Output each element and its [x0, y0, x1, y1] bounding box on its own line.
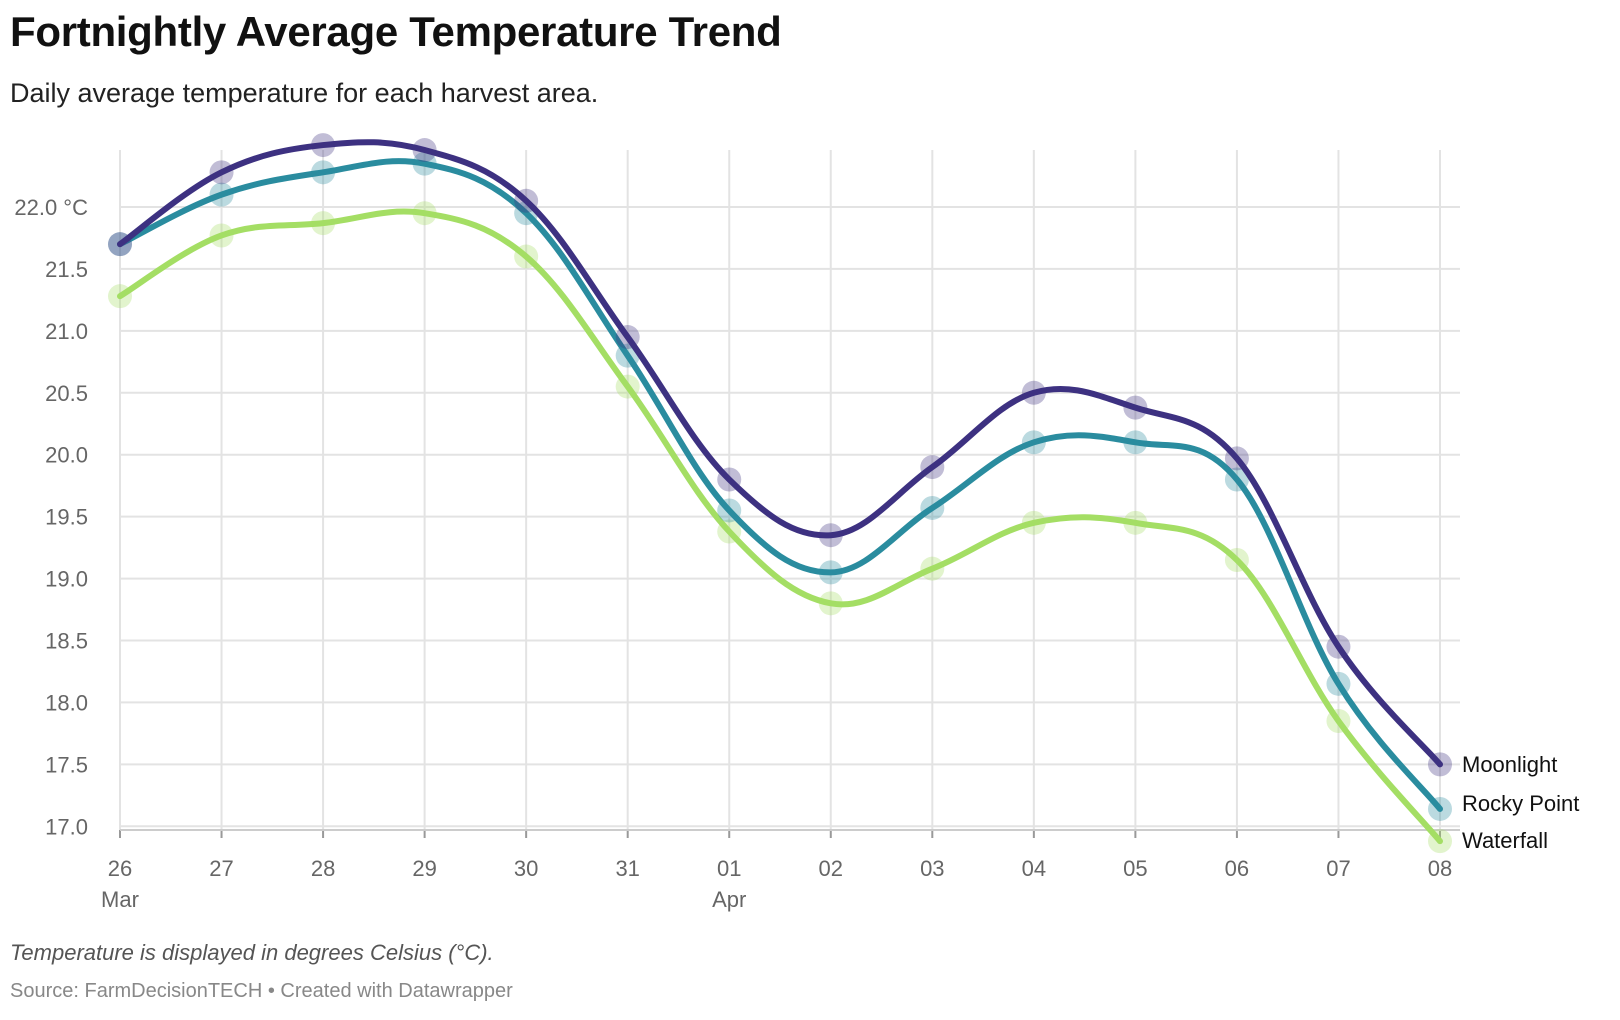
x-tick-label: 02 [819, 856, 843, 881]
x-tick-label: 27 [209, 856, 233, 881]
source-credit[interactable]: Created with Datawrapper [280, 980, 513, 1002]
chart-source: Source: FarmDecisionTECH • Created with … [10, 980, 513, 1003]
y-tick-label: 19.5 [45, 505, 88, 530]
y-tick-label: 17.5 [45, 752, 88, 777]
y-tick-label: 22.0 °C [14, 195, 88, 220]
source-name[interactable]: FarmDecisionTECH [84, 980, 263, 1002]
x-tick-label: 03 [920, 856, 944, 881]
x-tick-label: 08 [1428, 856, 1452, 881]
x-tick-label: 01 [717, 856, 741, 881]
x-tick-label: 06 [1225, 856, 1249, 881]
y-tick-label: 21.5 [45, 257, 88, 282]
series-waterfall [108, 201, 1452, 854]
series-rocky-point [108, 151, 1452, 821]
x-tick-label: 30 [514, 856, 538, 881]
series-layer [108, 133, 1452, 854]
y-tick-label: 21.0 [45, 319, 88, 344]
x-tick-label: 26 [108, 856, 132, 881]
chart-notes: Temperature is displayed in degrees Cels… [10, 940, 494, 965]
grid-layer [119, 150, 1460, 838]
x-tick-label: 31 [615, 856, 639, 881]
y-tick-label: 17.0 [45, 814, 88, 839]
y-tick-label: 18.0 [45, 690, 88, 715]
x-month-label: Apr [712, 887, 746, 912]
source-prefix: Source: [10, 980, 85, 1002]
y-tick-label: 19.0 [45, 567, 88, 592]
legend: Moonlight Rocky Point Waterfall [1462, 752, 1579, 853]
legend-label-rocky-point: Rocky Point [1462, 791, 1579, 816]
legend-label-waterfall: Waterfall [1462, 828, 1548, 853]
x-tick-label: 28 [311, 856, 335, 881]
source-separator: • [262, 980, 281, 1002]
y-axis-labels: 22.0 °C 21.5 21.0 20.5 20.0 19.5 19.0 18.5 18.0 1… [14, 195, 88, 839]
x-axis-labels: 26 Mar 27 28 29 30 31 01 Apr 02 03 04 05 06 07 08 [101, 856, 1452, 912]
y-tick-label: 20.0 [45, 443, 88, 468]
y-tick-label: 20.5 [45, 381, 88, 406]
x-month-label: Mar [101, 887, 139, 912]
x-tick-label: 07 [1326, 856, 1350, 881]
series-line [117, 158, 1443, 812]
series-moonlight [108, 133, 1452, 777]
y-tick-label: 18.5 [45, 628, 88, 653]
x-tick-label: 29 [412, 856, 436, 881]
chart-title: Fortnightly Average Temperature Trend [10, 8, 782, 55]
chart-subtitle: Daily average temperature for each harve… [10, 78, 599, 108]
x-tick-label: 05 [1123, 856, 1147, 881]
series-line [117, 139, 1443, 768]
legend-label-moonlight: Moonlight [1462, 752, 1557, 777]
x-tick-label: 04 [1022, 856, 1046, 881]
series-line [117, 208, 1443, 845]
